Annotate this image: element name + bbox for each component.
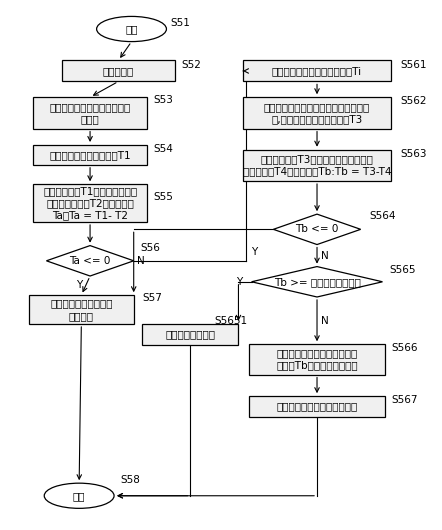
Ellipse shape: [44, 483, 114, 508]
Text: Tb >= 最长提前响铃时间: Tb >= 最长提前响铃时间: [274, 277, 361, 287]
Text: 计算所有备选路线的行车时间Ti: 计算所有备选路线的行车时间Ti: [272, 66, 362, 76]
Text: Y: Y: [236, 277, 242, 287]
Text: S562: S562: [400, 96, 427, 107]
Text: 选取所有备选路线中行车时间最少的路
线,记备选路线最少行车时间T3: 选取所有备选路线中行车时间最少的路 线,记备选路线最少行车时间T3: [264, 102, 370, 124]
FancyBboxPatch shape: [29, 295, 134, 324]
Text: S565: S565: [389, 265, 415, 275]
Text: S567: S567: [391, 395, 418, 405]
Text: 查询主要路线及备选路线的路
况信息: 查询主要路线及备选路线的路 况信息: [50, 102, 131, 124]
Text: 结束: 结束: [73, 491, 85, 501]
Text: 在设定的闹铃时间发出
响铃事件: 在设定的闹铃时间发出 响铃事件: [50, 298, 113, 321]
Text: S52: S52: [182, 60, 202, 69]
Text: 连接服务器: 连接服务器: [103, 66, 134, 76]
Text: Tb <= 0: Tb <= 0: [295, 224, 339, 234]
Text: S564: S564: [370, 211, 396, 221]
Text: Ta <= 0: Ta <= 0: [69, 256, 111, 266]
Text: S58: S58: [121, 475, 141, 485]
FancyBboxPatch shape: [243, 149, 391, 181]
Text: S53: S53: [153, 95, 173, 105]
FancyBboxPatch shape: [142, 324, 238, 344]
Text: N: N: [320, 251, 328, 261]
Text: S5651: S5651: [214, 316, 248, 326]
FancyBboxPatch shape: [33, 145, 147, 165]
Text: 计算行车时间T3比存储的该备选路线参
考行车时间T4多用的时间Tb:Tb = T3-T4: 计算行车时间T3比存储的该备选路线参 考行车时间T4多用的时间Tb:Tb = T…: [243, 154, 391, 176]
Text: S55: S55: [153, 192, 173, 202]
Text: 计算行车时间T1比存储的主要路
线参考行车时间T2多用的时间
Ta：Ta = T1- T2: 计算行车时间T1比存储的主要路 线参考行车时间T2多用的时间 Ta：Ta = T…: [43, 186, 137, 220]
Text: Y: Y: [251, 248, 257, 258]
Text: S563: S563: [400, 149, 427, 159]
Text: S56: S56: [140, 243, 160, 253]
Text: 计算主要路线的行车时间T1: 计算主要路线的行车时间T1: [49, 150, 131, 160]
Text: S51: S51: [171, 17, 191, 28]
Polygon shape: [46, 245, 134, 276]
Text: S54: S54: [153, 144, 173, 154]
Text: 到达定时器时间发出响铃事件: 到达定时器时间发出响铃事件: [276, 402, 358, 412]
FancyBboxPatch shape: [62, 60, 175, 82]
Polygon shape: [251, 267, 382, 297]
Text: Y: Y: [76, 280, 82, 290]
FancyBboxPatch shape: [249, 344, 385, 375]
Text: S57: S57: [142, 293, 162, 303]
FancyBboxPatch shape: [33, 184, 147, 222]
Text: S566: S566: [391, 343, 418, 353]
Polygon shape: [273, 214, 361, 244]
Text: N: N: [320, 315, 328, 325]
Text: 开始: 开始: [125, 24, 138, 34]
FancyBboxPatch shape: [249, 396, 385, 417]
Text: S561: S561: [400, 60, 427, 69]
FancyBboxPatch shape: [243, 60, 391, 82]
FancyBboxPatch shape: [243, 97, 391, 129]
Text: 设置定时器：比设定的闹铃时
间提前Tb的时间为响铃时间: 设置定时器：比设定的闹铃时 间提前Tb的时间为响铃时间: [276, 348, 358, 370]
Text: 立即发出响铃事件: 立即发出响铃事件: [165, 329, 215, 339]
Text: N: N: [137, 256, 145, 266]
FancyBboxPatch shape: [33, 97, 147, 129]
Ellipse shape: [97, 16, 167, 41]
